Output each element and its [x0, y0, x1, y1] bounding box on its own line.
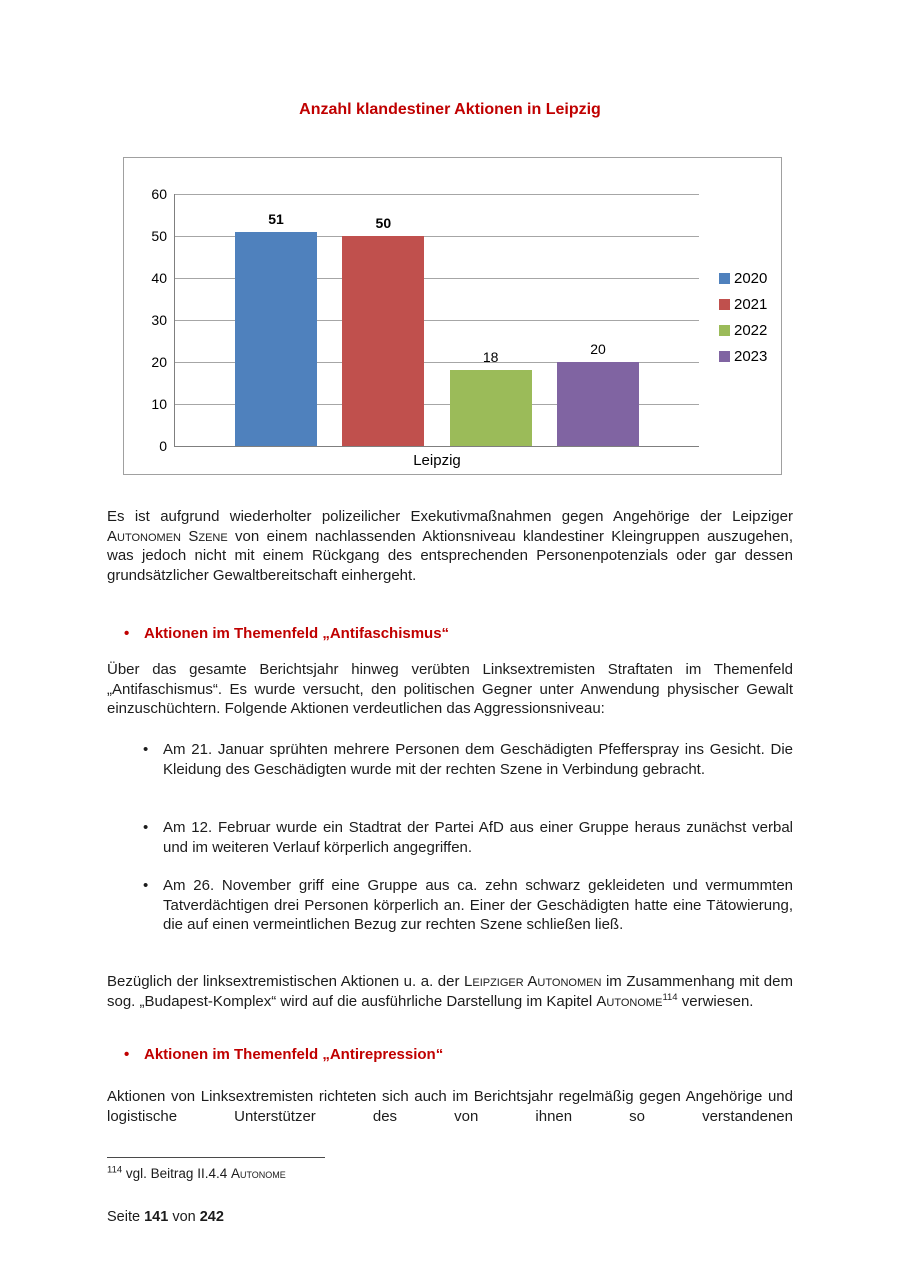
text-segment-sc: Leipziger Autonomen — [464, 973, 602, 990]
legend-swatch-icon — [719, 273, 730, 284]
text-segment: vgl. Beitrag II.4.4 — [122, 1166, 231, 1181]
list-item-text: Am 26. November griff eine Gruppe aus ca… — [163, 877, 793, 934]
y-axis-tick-label: 40 — [151, 270, 167, 286]
bar-2023 — [557, 362, 639, 446]
footnote: 114 vgl. Beitrag II.4.4 Autonome — [107, 1165, 707, 1183]
y-axis-tick-label: 0 — [159, 438, 167, 454]
text-segment: Es ist aufgrund wiederholter polizeilich… — [107, 508, 793, 525]
legend-label: 2021 — [734, 296, 768, 313]
y-axis-tick-label: 30 — [151, 312, 167, 328]
chart-title: Anzahl klandestiner Aktionen in Leipzig — [299, 101, 601, 118]
bullet-icon: • — [143, 819, 149, 836]
bar-value-label-2023: 20 — [590, 341, 606, 357]
heading-antifaschismus: • Aktionen im Themenfeld „Antifaschismus… — [124, 624, 784, 644]
page-footer: Seite 141 von 242 — [107, 1209, 507, 1225]
bar-value-label-2021: 50 — [375, 215, 392, 231]
y-axis-tick-label: 10 — [151, 396, 167, 412]
gridline-y50 — [175, 236, 699, 237]
legend-label: 2023 — [734, 348, 768, 365]
heading-text: Aktionen im Themenfeld „Antirepression“ — [144, 1046, 444, 1063]
text-segment: Bezüglich der linksextremistischen Aktio… — [107, 973, 465, 990]
bar-2020 — [235, 231, 317, 446]
list-item: • Am 26. November griff eine Gruppe aus … — [143, 876, 793, 935]
list-item: • Am 21. Januar sprühten mehrere Persone… — [143, 740, 793, 779]
legend-swatch-icon — [719, 351, 730, 362]
text-segment-sup: 114 — [107, 1164, 123, 1176]
text-segment: von einem nachlassenden Aktionsniveau kl… — [107, 527, 793, 585]
bullet-icon: • — [143, 741, 149, 758]
bar-chart: 0 10 20 30 40 50 60 51 50 18 20 Leipzig 2020 2021 202… — [123, 157, 782, 475]
bar-2022 — [449, 370, 532, 446]
gridline-y10 — [175, 404, 699, 405]
legend-item-2022: 2022 — [719, 323, 767, 338]
text-segment-b: 141 — [144, 1209, 169, 1225]
legend-label: 2020 — [734, 270, 768, 287]
text-segment-sup: 114 — [662, 991, 678, 1003]
y-axis-tick-label: 50 — [151, 228, 167, 244]
bar-value-label-2022: 18 — [482, 349, 499, 366]
chart-legend: 2020 2021 2022 2023 — [719, 271, 767, 375]
legend-item-2021: 2021 — [719, 297, 767, 312]
footnote-separator — [107, 1157, 325, 1158]
text-segment: von — [168, 1209, 200, 1225]
list-item-text: Am 21. Januar sprühten mehrere Personen … — [163, 741, 793, 778]
text-segment: Seite — [107, 1209, 145, 1225]
list-item: • Am 12. Februar wurde ein Stadtrat der … — [143, 818, 793, 857]
gridline-y40 — [175, 278, 699, 279]
paragraph-budapest: Bezüglich der linksextremistischen Aktio… — [107, 972, 793, 1011]
plot-area: 0 10 20 30 40 50 60 51 50 18 20 Leipzig — [151, 186, 699, 469]
gridline-y20 — [175, 362, 699, 363]
legend-item-2023: 2023 — [719, 349, 767, 364]
text-segment-b: 242 — [199, 1209, 224, 1225]
paragraph-antifaschismus: Über das gesamte Berichtsjahr hinweg ver… — [107, 661, 793, 718]
legend-swatch-icon — [719, 325, 730, 336]
text-segment: verwiesen. — [677, 992, 754, 1010]
heading-text: Aktionen im Themenfeld „Antifaschismus“ — [144, 625, 450, 642]
gridline-y30 — [175, 320, 699, 321]
x-axis-category-label: Leipzig — [413, 452, 461, 469]
text-segment-sc: Autonome — [596, 992, 663, 1010]
y-axis-tick-label: 20 — [151, 354, 167, 370]
bullet-icon: • — [143, 877, 149, 894]
legend-swatch-icon — [719, 299, 730, 310]
bullet-icon: • — [124, 1046, 130, 1063]
text-segment-sc: Autonome — [230, 1166, 286, 1181]
legend-label: 2022 — [734, 322, 768, 339]
bar-2021 — [342, 236, 425, 446]
heading-antirepression: • Aktionen im Themenfeld „Antirepression… — [124, 1045, 784, 1065]
text-segment: im Zusammenhang mit dem sog. „Budapest-K… — [107, 973, 793, 1010]
y-axis-tick-label: 60 — [151, 186, 167, 202]
legend-item-2020: 2020 — [719, 271, 767, 286]
paragraph-intro: Es ist aufgrund wiederholter polizeilich… — [107, 507, 793, 586]
bullet-icon: • — [124, 625, 130, 642]
gridline-y60 — [175, 194, 699, 195]
paragraph-antirepression: Aktionen von Linksextremisten richteten … — [107, 1088, 793, 1125]
text-segment-sc: Autonomen Szene — [107, 527, 228, 545]
list-item-text: Am 12. Februar wurde ein Stadtrat der Pa… — [163, 819, 793, 856]
bar-value-label-2020: 51 — [268, 210, 284, 227]
